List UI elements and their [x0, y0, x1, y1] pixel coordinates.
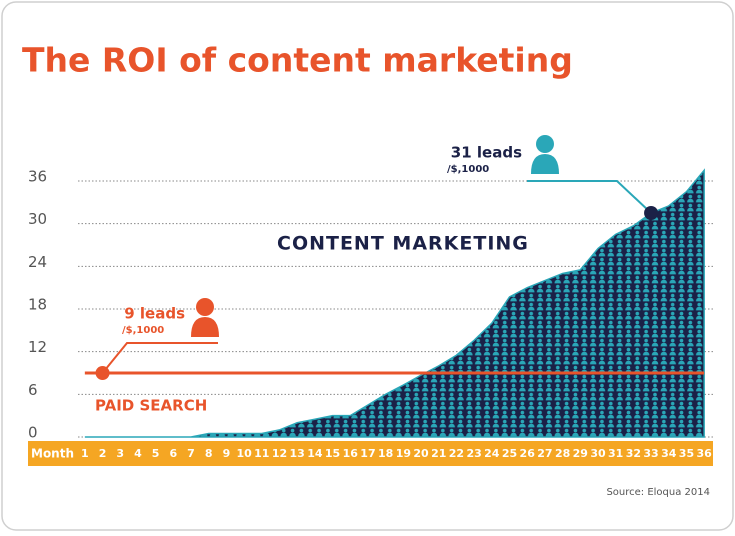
x-tick-label: 18	[378, 447, 393, 460]
x-tick-label: 10	[236, 447, 252, 460]
x-tick-label: 8	[205, 447, 213, 460]
x-tick-label: 36	[696, 447, 712, 460]
x-tick-label: 11	[254, 447, 269, 460]
x-axis-label: Month	[31, 447, 74, 461]
series-label: CONTENT MARKETING	[277, 233, 529, 255]
annotation-sub: /$,1000	[122, 325, 164, 336]
point-marker	[644, 206, 659, 220]
annotation: 31 leads	[451, 144, 522, 162]
x-tick-label: 25	[502, 447, 517, 460]
x-tick-label: 16	[343, 447, 359, 460]
x-tick-label: 21	[431, 447, 446, 460]
chart-title: The ROI of content marketing	[22, 41, 573, 80]
x-tick-label: 30	[590, 447, 606, 460]
y-tick-label: 36	[28, 168, 47, 186]
point-marker	[95, 366, 110, 380]
x-tick-label: 26	[520, 447, 536, 460]
x-tick-label: 19	[396, 447, 411, 460]
x-tick-label: 32	[626, 447, 641, 460]
y-tick-label: 24	[28, 253, 47, 271]
x-tick-label: 24	[484, 447, 500, 460]
x-tick-label: 34	[661, 447, 677, 460]
annotation: 9 leads	[124, 305, 185, 323]
x-tick-label: 33	[643, 447, 658, 460]
x-tick-label: 13	[290, 447, 305, 460]
x-tick-label: 35	[679, 447, 694, 460]
x-tick-label: 15	[325, 447, 340, 460]
x-tick-label: 5	[152, 447, 160, 460]
y-tick-label: 12	[28, 338, 47, 356]
x-tick-label: 6	[169, 447, 177, 460]
person-head	[536, 135, 554, 153]
y-tick-label: 30	[28, 210, 47, 228]
y-tick-label: 0	[28, 424, 38, 442]
x-tick-label: 31	[608, 447, 623, 460]
x-tick-label: 23	[466, 447, 481, 460]
x-tick-label: 12	[272, 447, 287, 460]
person-body	[531, 154, 559, 174]
x-tick-label: 3	[116, 447, 124, 460]
x-tick-label: 7	[187, 447, 195, 460]
x-tick-label: 2	[99, 447, 107, 460]
source: Source: Eloqua 2014	[606, 487, 710, 498]
x-tick-label: 14	[307, 447, 323, 460]
x-tick-label: 17	[360, 447, 375, 460]
x-tick-label: 28	[555, 447, 570, 460]
y-tick-label: 6	[28, 381, 38, 399]
y-tick-label: 18	[28, 296, 47, 314]
person-head	[196, 298, 214, 316]
x-tick-label: 4	[134, 447, 142, 460]
x-tick-label: 9	[223, 447, 231, 460]
annotation-sub: /$,1000	[447, 164, 489, 175]
x-tick-label: 27	[537, 447, 552, 460]
series-label: PAID SEARCH	[95, 397, 207, 415]
x-tick-label: 29	[573, 447, 588, 460]
x-tick-label: 20	[413, 447, 429, 460]
x-tick-label: 22	[449, 447, 464, 460]
person-body	[191, 317, 219, 337]
callout-line	[101, 342, 218, 374]
x-tick-label: 1	[81, 447, 89, 460]
callout-line	[527, 180, 652, 214]
content-area	[84, 168, 705, 438]
x-axis-band	[28, 441, 713, 466]
